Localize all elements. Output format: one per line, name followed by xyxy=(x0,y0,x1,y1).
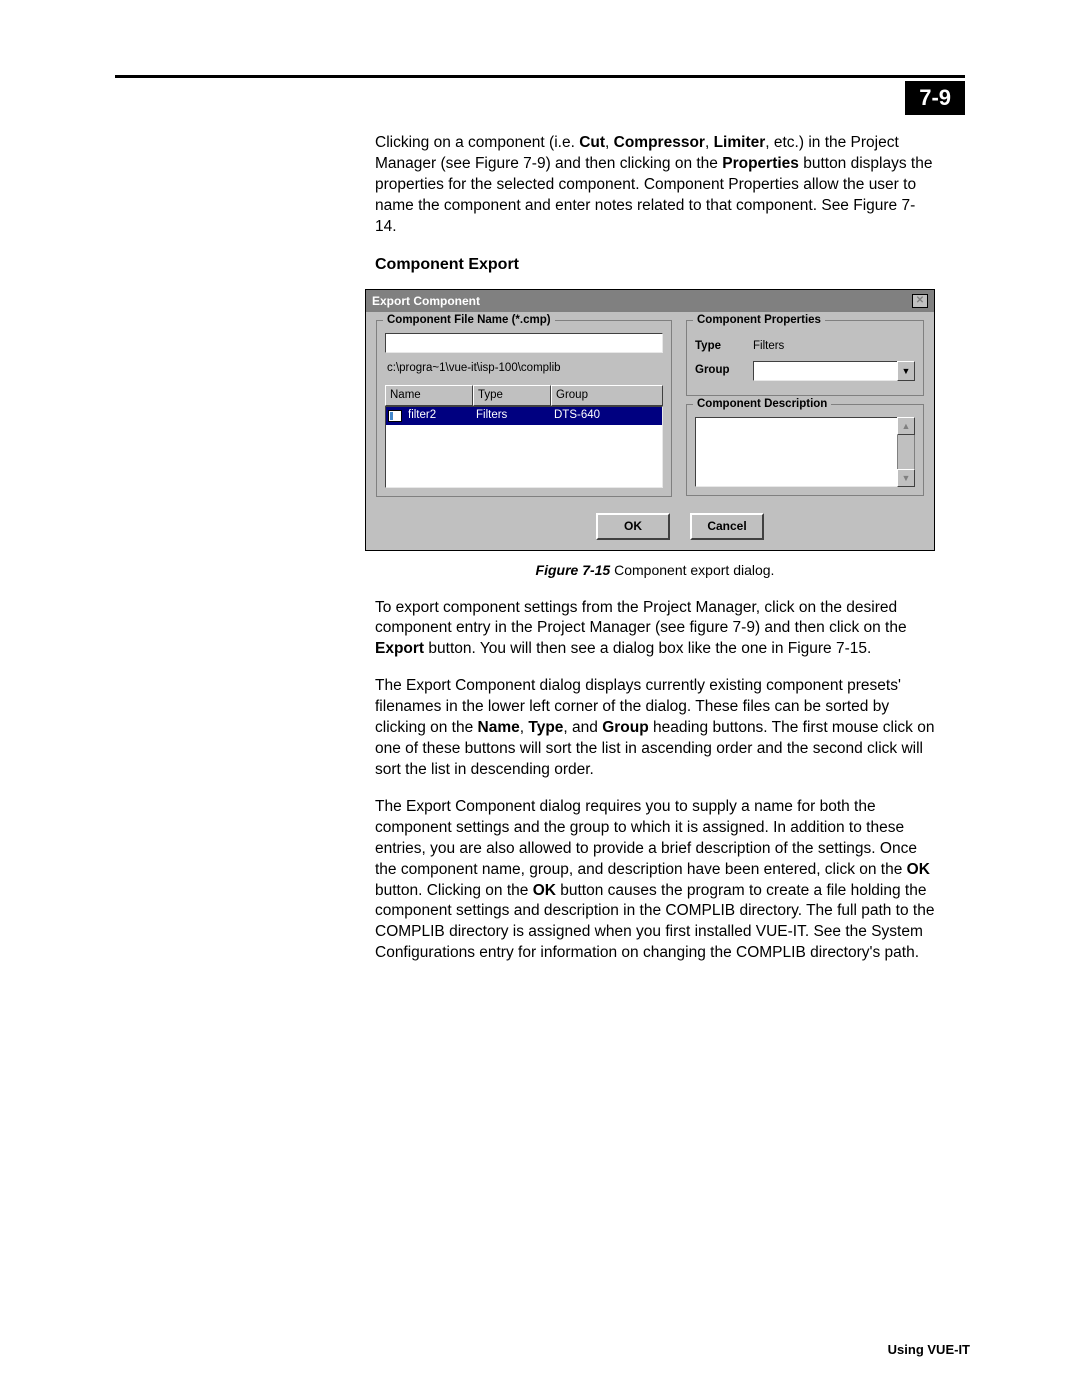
body-paragraph: The Export Component dialog requires you… xyxy=(375,797,935,964)
body-paragraph: To export component settings from the Pr… xyxy=(375,598,935,661)
path-label: c:\progra~1\vue-it\isp-100\complib xyxy=(387,361,663,377)
preset-list[interactable]: filter2 Filters DTS-640 xyxy=(385,406,663,488)
figure-caption: Figure 7-15 Component export dialog. xyxy=(375,561,935,580)
properties-group-legend: Component Properties xyxy=(693,313,825,329)
preset-list-header: Name Type Group xyxy=(385,385,663,407)
export-component-dialog: Export Component ✕ Component File Name (… xyxy=(365,289,935,550)
column-header-name[interactable]: Name xyxy=(385,385,473,407)
section-heading: Component Export xyxy=(375,254,935,276)
type-value: Filters xyxy=(753,339,784,355)
description-group-legend: Component Description xyxy=(693,397,831,413)
filename-input[interactable] xyxy=(385,333,663,353)
footer-label: Using VUE-IT xyxy=(888,1342,970,1357)
scroll-up-icon[interactable]: ▲ xyxy=(897,417,915,435)
body-paragraph: The Export Component dialog displays cur… xyxy=(375,676,935,781)
filename-group-legend: Component File Name (*.cmp) xyxy=(383,313,555,329)
group-combo[interactable]: ▼ xyxy=(753,361,915,381)
description-textarea[interactable] xyxy=(695,417,897,487)
page-number-badge: 7-9 xyxy=(905,81,965,115)
list-item[interactable]: filter2 Filters DTS-640 xyxy=(386,407,662,425)
type-label: Type xyxy=(695,339,743,355)
intro-paragraph: Clicking on a component (i.e. Cut, Compr… xyxy=(375,133,935,238)
scrollbar[interactable]: ▲ ▼ xyxy=(897,417,915,487)
column-header-type[interactable]: Type xyxy=(473,385,551,407)
scroll-down-icon[interactable]: ▼ xyxy=(897,469,915,487)
chevron-down-icon[interactable]: ▼ xyxy=(897,361,915,381)
group-label: Group xyxy=(695,363,743,379)
cancel-button[interactable]: Cancel xyxy=(690,513,764,539)
close-icon[interactable]: ✕ xyxy=(912,294,928,308)
file-icon xyxy=(388,410,402,422)
column-header-group[interactable]: Group xyxy=(551,385,663,407)
ok-button[interactable]: OK xyxy=(596,513,670,539)
dialog-title: Export Component xyxy=(372,293,480,309)
